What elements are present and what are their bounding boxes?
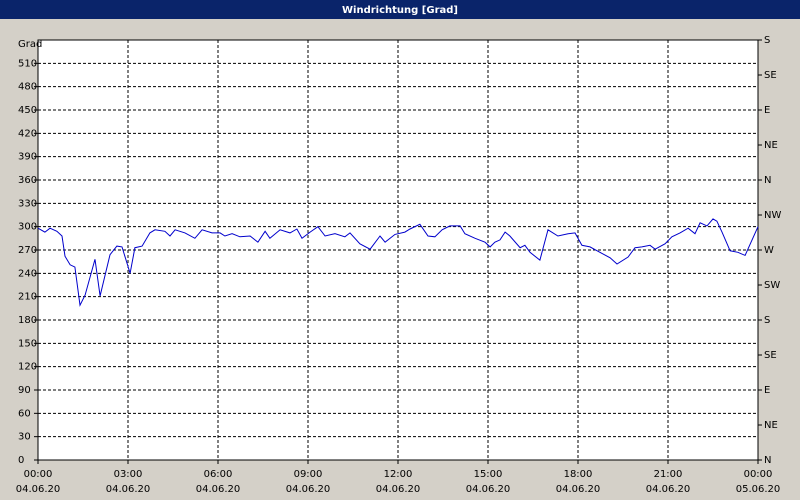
y-tick-label: 210 bbox=[18, 292, 37, 303]
title-bar bbox=[0, 0, 800, 19]
y-tick-label: 30 bbox=[18, 432, 31, 443]
y2-tick-label: S bbox=[764, 35, 770, 46]
y-tick-label: 360 bbox=[18, 175, 37, 186]
x-tick-label: 15:00 bbox=[474, 469, 503, 480]
y-tick-label: 60 bbox=[18, 408, 31, 419]
x-tick-date: 04.06.20 bbox=[286, 484, 331, 495]
y-tick-label: 120 bbox=[18, 362, 37, 373]
x-tick-date: 04.06.20 bbox=[376, 484, 421, 495]
x-tick-label: 12:00 bbox=[384, 469, 413, 480]
y2-tick-label: N bbox=[764, 455, 771, 466]
x-tick-label: 21:00 bbox=[654, 469, 683, 480]
y-tick-label: 150 bbox=[18, 338, 37, 349]
y-tick-label: 510 bbox=[18, 58, 37, 69]
y2-tick-label: N bbox=[764, 175, 771, 186]
x-tick-label: 03:00 bbox=[114, 469, 143, 480]
y2-tick-label: NE bbox=[764, 420, 778, 431]
y2-tick-label: E bbox=[764, 385, 770, 396]
y-tick-label: 0 bbox=[18, 455, 24, 466]
x-tick-label: 18:00 bbox=[564, 469, 593, 480]
x-tick-label: 09:00 bbox=[294, 469, 323, 480]
y2-tick-label: E bbox=[764, 105, 770, 116]
y2-tick-label: SE bbox=[764, 70, 777, 81]
x-tick-label: 00:00 bbox=[744, 469, 773, 480]
y2-tick-label: S bbox=[764, 315, 770, 326]
x-tick-date: 04.06.20 bbox=[466, 484, 511, 495]
x-tick-date: 05.06.20 bbox=[736, 484, 781, 495]
y-tick-label: 480 bbox=[18, 82, 37, 93]
y-tick-label: 390 bbox=[18, 152, 37, 163]
y-tick-label: 420 bbox=[18, 128, 37, 139]
x-tick-label: 06:00 bbox=[204, 469, 233, 480]
chart-title: Windrichtung [Grad] bbox=[342, 5, 458, 16]
y-tick-label: 90 bbox=[18, 385, 31, 396]
y-tick-label: 270 bbox=[18, 245, 37, 256]
y2-tick-label: NE bbox=[764, 140, 778, 151]
x-tick-date: 04.06.20 bbox=[106, 484, 151, 495]
y2-tick-label: W bbox=[764, 245, 774, 256]
x-tick-label: 00:00 bbox=[24, 469, 53, 480]
x-tick-date: 04.06.20 bbox=[16, 484, 61, 495]
y2-tick-label: SE bbox=[764, 350, 777, 361]
y-tick-label: 330 bbox=[18, 198, 37, 209]
y-tick-label: 300 bbox=[18, 222, 37, 233]
y2-tick-label: NW bbox=[764, 210, 781, 221]
x-tick-date: 04.06.20 bbox=[196, 484, 241, 495]
y-axis-label: Grad bbox=[18, 39, 42, 50]
y2-tick-label: SW bbox=[764, 280, 780, 291]
y-tick-label: 180 bbox=[18, 315, 37, 326]
x-tick-date: 04.06.20 bbox=[556, 484, 601, 495]
data-line bbox=[37, 218, 759, 307]
y-tick-label: 240 bbox=[18, 268, 37, 279]
x-tick-date: 04.06.20 bbox=[646, 484, 691, 495]
y-tick-label: 450 bbox=[18, 105, 37, 116]
